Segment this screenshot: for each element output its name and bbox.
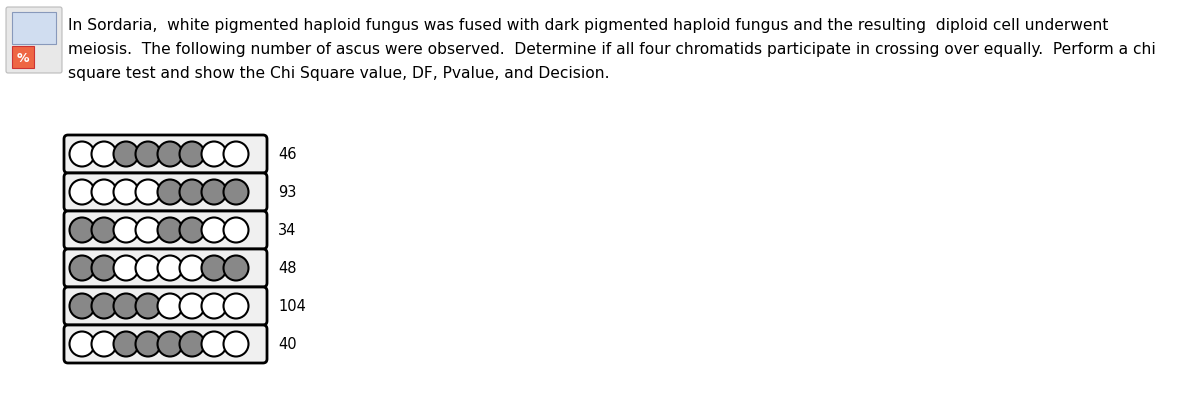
FancyBboxPatch shape — [64, 287, 266, 325]
FancyBboxPatch shape — [6, 8, 62, 74]
Ellipse shape — [157, 256, 182, 281]
Ellipse shape — [70, 332, 95, 357]
Ellipse shape — [180, 180, 204, 205]
Ellipse shape — [91, 218, 116, 243]
Text: meiosis.  The following number of ascus were observed.  Determine if all four ch: meiosis. The following number of ascus w… — [68, 42, 1156, 57]
Text: 48: 48 — [278, 261, 296, 276]
Ellipse shape — [157, 332, 182, 357]
Ellipse shape — [157, 180, 182, 205]
Ellipse shape — [157, 218, 182, 243]
Ellipse shape — [70, 256, 95, 281]
Ellipse shape — [114, 256, 138, 281]
Ellipse shape — [91, 332, 116, 357]
Ellipse shape — [136, 256, 161, 281]
Ellipse shape — [91, 180, 116, 205]
Ellipse shape — [202, 180, 227, 205]
FancyBboxPatch shape — [64, 211, 266, 249]
Ellipse shape — [70, 142, 95, 167]
Ellipse shape — [202, 218, 227, 243]
Ellipse shape — [180, 142, 204, 167]
Ellipse shape — [180, 332, 204, 357]
Text: 34: 34 — [278, 223, 296, 238]
FancyBboxPatch shape — [64, 325, 266, 363]
Text: %: % — [17, 52, 29, 64]
Ellipse shape — [223, 218, 248, 243]
Ellipse shape — [70, 218, 95, 243]
Ellipse shape — [114, 180, 138, 205]
Ellipse shape — [114, 142, 138, 167]
Ellipse shape — [202, 256, 227, 281]
FancyBboxPatch shape — [12, 13, 56, 45]
Ellipse shape — [136, 294, 161, 319]
FancyBboxPatch shape — [64, 173, 266, 211]
Ellipse shape — [202, 142, 227, 167]
Ellipse shape — [223, 142, 248, 167]
Ellipse shape — [223, 180, 248, 205]
Ellipse shape — [202, 294, 227, 319]
FancyBboxPatch shape — [64, 136, 266, 173]
Ellipse shape — [70, 180, 95, 205]
FancyBboxPatch shape — [64, 249, 266, 287]
Ellipse shape — [202, 332, 227, 357]
Text: 93: 93 — [278, 185, 296, 200]
Text: In Sordaria,  white pigmented haploid fungus was fused with dark pigmented haplo: In Sordaria, white pigmented haploid fun… — [68, 18, 1109, 33]
Text: square test and show the Chi Square value, DF, Pvalue, and Decision.: square test and show the Chi Square valu… — [68, 66, 610, 81]
FancyBboxPatch shape — [12, 47, 34, 69]
Ellipse shape — [114, 332, 138, 357]
Text: 46: 46 — [278, 147, 296, 162]
Ellipse shape — [223, 294, 248, 319]
Ellipse shape — [180, 218, 204, 243]
Ellipse shape — [223, 332, 248, 357]
Ellipse shape — [157, 142, 182, 167]
Ellipse shape — [136, 218, 161, 243]
Ellipse shape — [70, 294, 95, 319]
Ellipse shape — [114, 294, 138, 319]
Ellipse shape — [180, 256, 204, 281]
Ellipse shape — [136, 142, 161, 167]
Ellipse shape — [114, 218, 138, 243]
Ellipse shape — [223, 256, 248, 281]
Ellipse shape — [91, 142, 116, 167]
Ellipse shape — [136, 180, 161, 205]
Ellipse shape — [91, 294, 116, 319]
Ellipse shape — [157, 294, 182, 319]
Text: 104: 104 — [278, 299, 306, 314]
Ellipse shape — [180, 294, 204, 319]
Text: 40: 40 — [278, 337, 296, 352]
Ellipse shape — [136, 332, 161, 357]
Ellipse shape — [91, 256, 116, 281]
